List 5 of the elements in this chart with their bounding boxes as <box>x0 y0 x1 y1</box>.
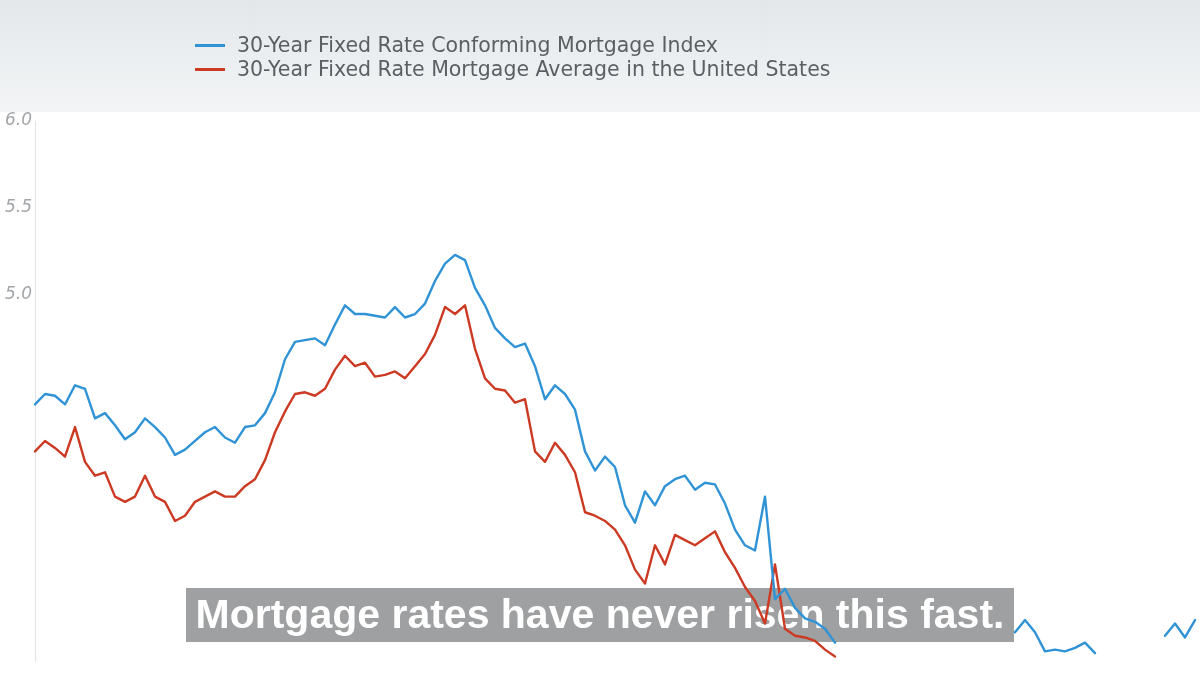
legend-label: 30-Year Fixed Rate Mortgage Average in the United States <box>237 57 831 81</box>
legend-label: 30-Year Fixed Rate Conforming Mortgage Index <box>237 33 718 57</box>
y-tick-label: 5.0 <box>4 283 32 304</box>
y-tick-label: 6.0 <box>4 109 32 130</box>
y-tick-label: 5.5 <box>4 196 32 217</box>
